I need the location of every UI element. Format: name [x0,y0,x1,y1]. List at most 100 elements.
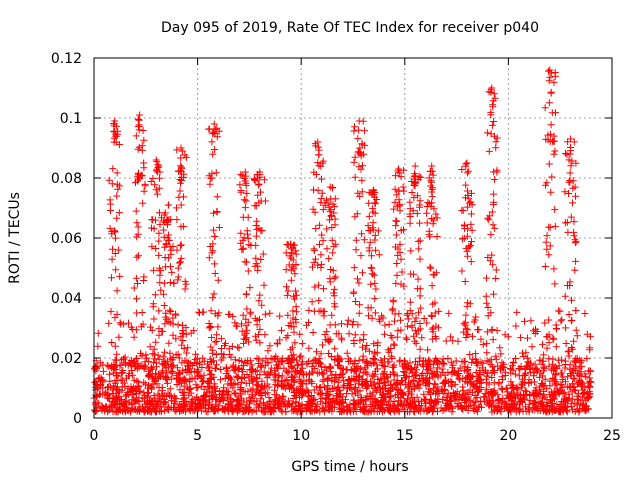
data-point [316,408,324,416]
data-point [458,166,466,173]
data-point [287,240,295,248]
data-point [208,249,216,257]
data-point [326,388,334,396]
data-point [115,246,123,254]
data-point [573,405,581,413]
data-point [579,393,587,401]
data-point [261,407,269,415]
data-point [537,382,545,390]
data-point [110,128,118,136]
data-point [164,389,172,397]
data-point [441,386,449,394]
data-point [411,408,418,416]
data-point [133,295,140,303]
data-point [246,366,254,374]
data-point [106,370,114,378]
data-point [386,381,394,389]
data-point [567,213,575,221]
data-point [300,377,308,385]
data-point [253,317,261,324]
data-point [261,331,269,339]
data-point [310,186,317,194]
data-point [113,192,121,200]
data-point [498,403,506,411]
data-point [453,388,461,396]
data-point [506,406,514,413]
data-point [428,282,436,290]
data-point [294,362,301,370]
data-point [214,323,222,331]
data-point [563,151,571,159]
data-point [464,407,472,414]
data-point [107,308,115,316]
data-point [204,364,212,372]
data-point [493,166,501,174]
data-point [427,311,435,319]
data-point [255,297,263,305]
data-point [239,244,247,252]
data-point [354,399,362,407]
data-point [551,222,559,230]
data-point [466,351,474,358]
data-point [178,379,185,387]
data-point [549,137,556,145]
data-point [350,264,358,272]
data-point [494,403,502,411]
data-point [470,381,478,388]
data-point [535,390,543,398]
data-point [305,344,313,352]
data-point [103,361,111,369]
data-point [359,269,366,277]
data-point [387,352,395,360]
data-point [586,382,594,390]
data-point [374,384,382,391]
data-point [152,370,160,378]
data-point [195,403,203,411]
data-point [156,221,164,229]
data-point [362,396,370,404]
data-point [454,337,462,345]
data-point [207,343,215,351]
data-point [356,301,364,309]
data-point [390,341,398,349]
data-point [425,200,433,208]
data-point [416,320,424,327]
data-point [155,229,163,237]
data-point [214,276,222,284]
data-point [337,334,345,342]
y-axis-label: ROTI / TECUs [7,192,23,284]
data-point [227,396,235,404]
data-point [569,199,576,207]
data-point [359,162,366,170]
data-point [212,393,220,401]
data-point [428,162,436,170]
data-point [508,400,516,408]
data-point [255,331,262,338]
data-point [561,292,569,300]
data-point [149,350,157,358]
data-point [499,386,506,394]
data-point [426,389,434,397]
data-point [210,209,217,217]
data-point [288,344,296,352]
data-point [270,399,278,407]
data-point [464,395,472,403]
data-point [431,299,439,307]
data-point [371,295,379,303]
data-point [416,203,423,211]
data-point [339,369,347,377]
data-point [569,374,577,382]
data-point [429,384,437,392]
data-point [425,174,433,182]
data-point [549,374,557,382]
data-point [99,367,107,375]
data-point [564,397,572,405]
data-point [472,369,480,376]
data-point [446,392,454,400]
data-point [310,245,318,253]
data-point [286,356,293,364]
data-point [390,361,398,369]
data-point [566,384,574,391]
data-point [150,358,158,366]
data-point [441,371,449,379]
